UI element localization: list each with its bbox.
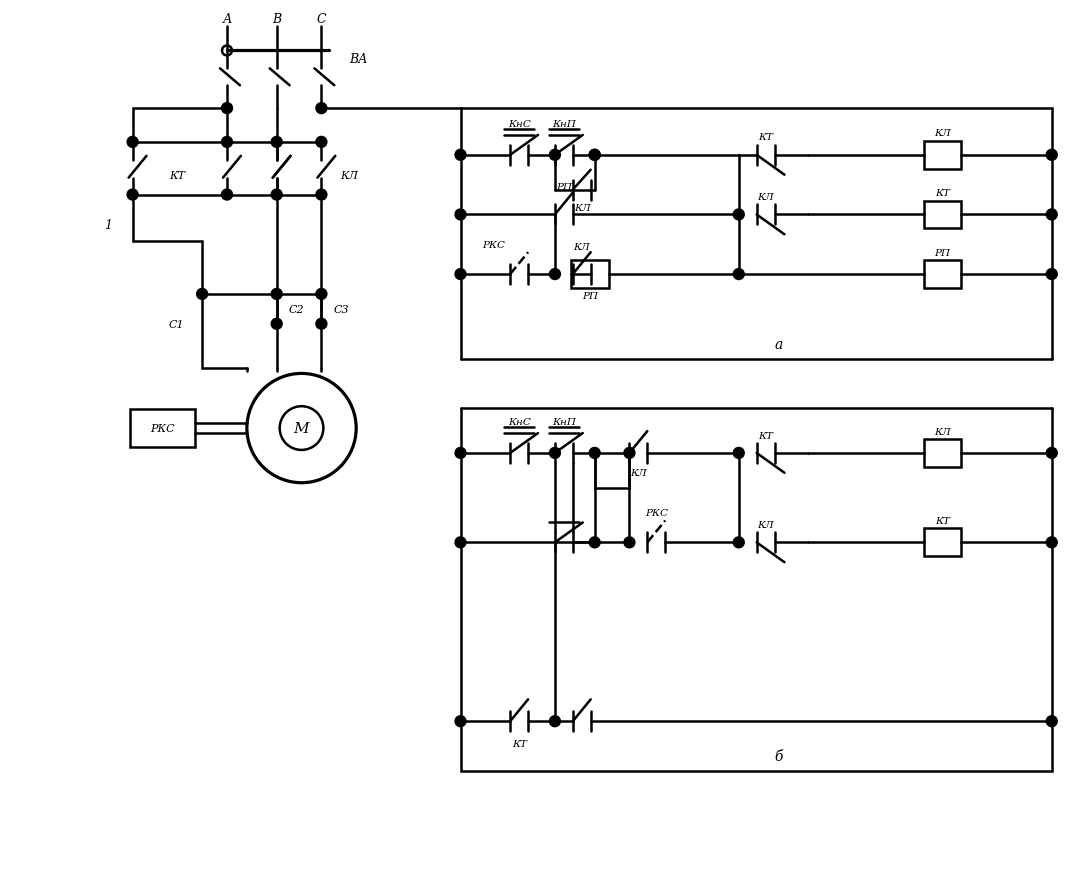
Text: КЛ: КЛ [630,469,647,478]
Text: КЛ: КЛ [757,521,774,529]
Circle shape [316,104,327,114]
Text: КЛ: КЛ [935,427,951,436]
Text: РКС: РКС [644,508,668,517]
Circle shape [316,319,327,330]
Text: а: а [774,337,783,351]
Text: КТ: КТ [758,133,773,142]
Text: РП: РП [582,292,598,301]
Circle shape [1046,210,1057,220]
Circle shape [1046,448,1057,459]
Text: КЛ: КЛ [935,129,951,139]
Circle shape [589,150,600,161]
Circle shape [624,448,635,459]
Circle shape [271,137,283,148]
Text: КнС: КнС [508,417,531,426]
Circle shape [1046,150,1057,161]
Text: С3: С3 [334,305,349,314]
Circle shape [127,190,138,201]
Circle shape [455,210,466,220]
Text: КТ: КТ [758,431,773,440]
Circle shape [127,137,138,148]
Circle shape [222,137,233,148]
Bar [130,410,195,448]
Text: КнС: КнС [508,119,531,128]
Circle shape [197,289,208,300]
Circle shape [733,210,744,220]
Text: КТ: КТ [935,516,950,525]
Text: КТ: КТ [935,189,950,198]
Circle shape [271,319,283,330]
Circle shape [316,137,327,148]
Circle shape [624,537,635,548]
Bar [924,261,962,289]
Text: КЛ: КЛ [574,204,591,212]
Text: б: б [774,749,783,763]
Circle shape [222,104,233,114]
Bar [924,440,962,467]
Bar [924,141,962,169]
Text: 1: 1 [104,219,112,232]
Circle shape [316,190,327,201]
Circle shape [1046,537,1057,548]
Circle shape [549,270,560,280]
Circle shape [549,448,560,459]
Circle shape [455,537,466,548]
Text: РКС: РКС [482,241,506,249]
Text: ВА: ВА [349,53,368,66]
Text: С1: С1 [169,320,184,329]
Text: РП: РП [935,248,951,257]
Circle shape [733,537,744,548]
Text: С2: С2 [288,305,304,314]
Circle shape [455,716,466,727]
Text: РП: РП [556,183,572,192]
Text: КЛ: КЛ [340,170,358,181]
Text: КЛ: КЛ [757,193,774,202]
Circle shape [589,537,600,548]
Text: КЛ: КЛ [573,242,590,251]
Text: С: С [316,13,326,26]
Text: В: В [272,13,282,26]
Circle shape [1046,270,1057,280]
Bar [571,261,609,289]
Circle shape [455,448,466,459]
Circle shape [222,190,233,201]
Text: М: М [293,421,310,435]
Circle shape [733,448,744,459]
Bar [924,529,962,557]
Bar [924,201,962,229]
Circle shape [271,190,283,201]
Circle shape [1046,716,1057,727]
Circle shape [549,716,560,727]
Text: КТ: КТ [511,738,526,748]
Circle shape [455,270,466,280]
Circle shape [455,150,466,161]
Circle shape [271,289,283,300]
Text: КнП: КнП [552,417,576,426]
Text: КТ: КТ [169,170,185,181]
Circle shape [733,270,744,280]
Circle shape [589,448,600,459]
Text: РКС: РКС [151,423,174,434]
Circle shape [549,150,560,161]
Text: КнП: КнП [552,119,576,128]
Circle shape [316,289,327,300]
Text: А: А [222,13,232,26]
Circle shape [589,150,600,161]
